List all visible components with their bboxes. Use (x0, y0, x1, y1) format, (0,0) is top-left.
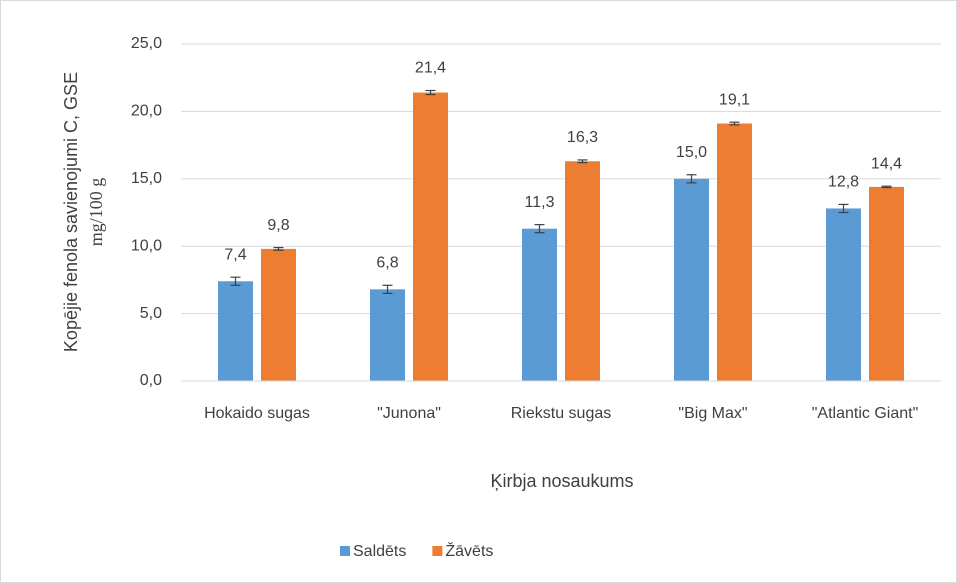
legend-label: Saldēts (353, 543, 406, 560)
y-tick-label: 0,0 (140, 372, 162, 389)
bar (826, 208, 861, 381)
bar (261, 248, 296, 381)
data-label: 16,3 (567, 129, 598, 146)
y-tick-label: 5,0 (140, 305, 162, 322)
y-axis-title: mg/100 g (86, 178, 106, 247)
x-tick-label: "Big Max" (678, 405, 748, 422)
y-axis-title: Kopējie fenola savienojumi C, GSE (61, 72, 81, 352)
y-tick-label: 15,0 (131, 170, 162, 187)
x-tick-label: "Junona" (377, 405, 441, 422)
data-label: 21,4 (415, 60, 446, 77)
x-tick-label: "Atlantic Giant" (811, 405, 919, 422)
data-label: 14,4 (871, 155, 902, 172)
bar (674, 178, 709, 381)
y-tick-label: 25,0 (131, 35, 162, 52)
bar (565, 161, 600, 381)
bar (869, 186, 904, 381)
legend-swatch (340, 546, 350, 556)
data-label: 19,1 (719, 91, 750, 108)
x-tick-label: Hokaido sugas (204, 405, 310, 422)
bar (413, 92, 448, 381)
legend-label: Žāvēts (445, 541, 493, 560)
data-label: 12,8 (828, 174, 859, 191)
data-label: 9,8 (267, 217, 289, 234)
bar (218, 281, 253, 381)
bar (717, 123, 752, 382)
data-label: 15,0 (676, 144, 707, 161)
data-label: 7,4 (224, 246, 246, 263)
bar (370, 289, 405, 381)
y-tick-label: 20,0 (131, 103, 162, 120)
y-tick-label: 10,0 (131, 237, 162, 254)
legend-swatch (432, 546, 443, 556)
data-label: 6,8 (376, 255, 398, 272)
data-label: 11,3 (525, 194, 555, 211)
x-tick-label: Riekstu sugas (510, 405, 612, 422)
bar (522, 228, 557, 381)
x-axis-title: Ķirbja nosaukums (490, 471, 633, 491)
